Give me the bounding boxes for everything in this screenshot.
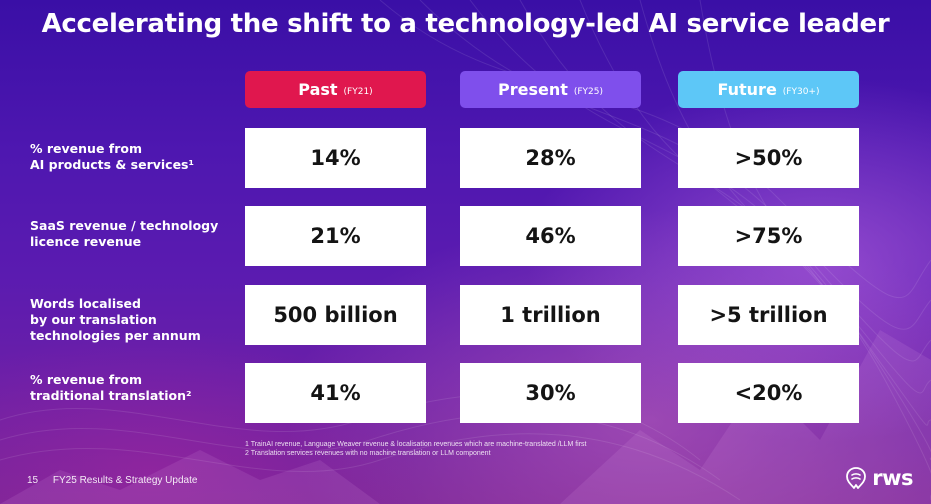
footnote-2: 2 Translation services revenues with no … — [245, 450, 491, 457]
value-cell-ai-revenue-future: >50% — [678, 128, 859, 188]
value-cell-saas-revenue-past: 21% — [245, 206, 426, 266]
row-label-line: by our translation — [30, 312, 157, 327]
value-cell-saas-revenue-present: 46% — [460, 206, 641, 266]
page-number: 15 — [27, 475, 39, 486]
slide-title: Accelerating the shift to a technology-l… — [41, 9, 890, 39]
page-footer: 15 FY25 Results & Strategy Update — [27, 475, 197, 486]
row-label-line: AI products & services¹ — [30, 157, 194, 172]
column-header-past: Past (FY21) — [245, 71, 426, 108]
column-header-future-label: Future — [717, 80, 777, 99]
rws-logo-icon — [846, 467, 867, 489]
row-label-line: technologies per annum — [30, 328, 201, 343]
column-header-present: Present (FY25) — [460, 71, 641, 108]
column-header-past-label: Past — [298, 80, 338, 99]
row-label-ai-revenue: % revenue from AI products & services¹ — [30, 141, 240, 173]
rws-logo-text: rws — [872, 466, 913, 490]
footnote-1: 1 TrainAI revenue, Language Weaver reven… — [245, 441, 587, 448]
column-header-present-period: (FY25) — [573, 86, 604, 97]
row-label-line: licence revenue — [30, 234, 142, 249]
value-cell-ai-revenue-present: 28% — [460, 128, 641, 188]
value-cell-traditional-translation-present: 30% — [460, 363, 641, 423]
row-label-line: SaaS revenue / technology — [30, 218, 219, 233]
value-cell-traditional-translation-future: <20% — [678, 363, 859, 423]
row-label-line: % revenue from — [30, 372, 142, 387]
value-cell-words-localised-present: 1 trillion — [460, 285, 641, 345]
value-cell-traditional-translation-past: 41% — [245, 363, 426, 423]
row-label-line: % revenue from — [30, 141, 142, 156]
row-label-traditional-translation: % revenue from traditional translation² — [30, 372, 240, 404]
value-cell-ai-revenue-past: 14% — [245, 128, 426, 188]
row-label-line: Words localised — [30, 296, 141, 311]
footer-text: FY25 Results & Strategy Update — [52, 475, 198, 486]
footnotes: 1 TrainAI revenue, Language Weaver reven… — [245, 440, 587, 458]
value-cell-saas-revenue-future: >75% — [678, 206, 859, 266]
column-header-future-period: (FY30+) — [782, 86, 820, 97]
column-header-future: Future (FY30+) — [678, 71, 859, 108]
row-label-line: traditional translation² — [30, 388, 192, 403]
value-cell-words-localised-past: 500 billion — [245, 285, 426, 345]
rws-logo: rws — [844, 466, 913, 490]
row-label-saas-revenue: SaaS revenue / technology licence revenu… — [30, 218, 240, 250]
row-label-words-localised: Words localised by our translation techn… — [30, 296, 240, 344]
column-header-past-period: (FY21) — [343, 86, 373, 97]
value-cell-words-localised-future: >5 trillion — [678, 285, 859, 345]
column-header-present-label: Present — [497, 80, 568, 99]
